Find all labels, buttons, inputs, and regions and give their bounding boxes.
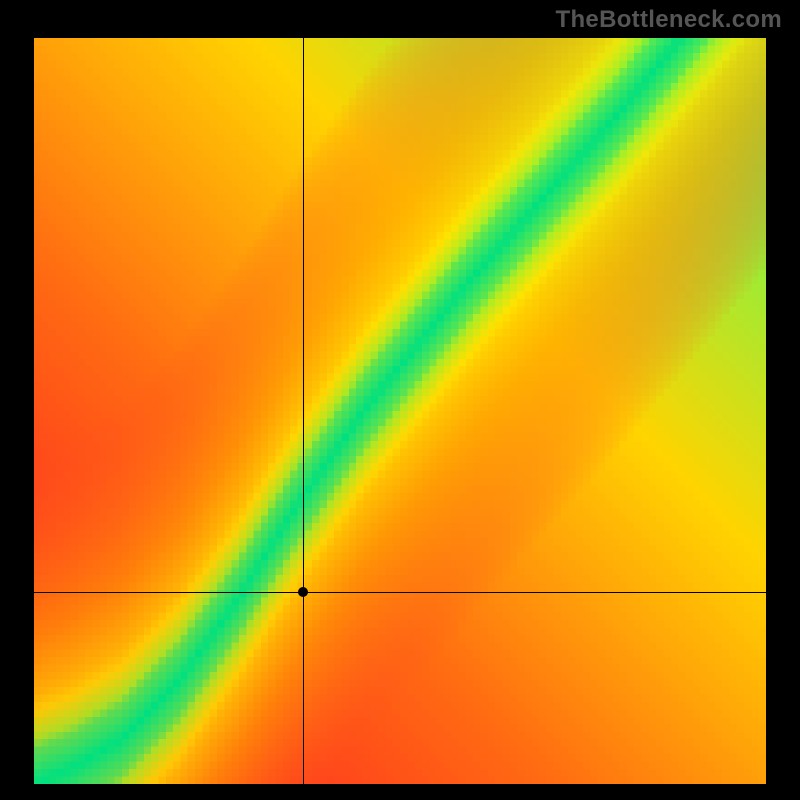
crosshair-horizontal: [34, 592, 766, 593]
crosshair-vertical: [303, 38, 304, 784]
chart-frame: TheBottleneck.com: [0, 0, 800, 800]
marker-dot: [298, 587, 308, 597]
heatmap-plot: [34, 38, 766, 784]
heatmap-canvas: [34, 38, 766, 784]
attribution-text: TheBottleneck.com: [556, 6, 782, 34]
